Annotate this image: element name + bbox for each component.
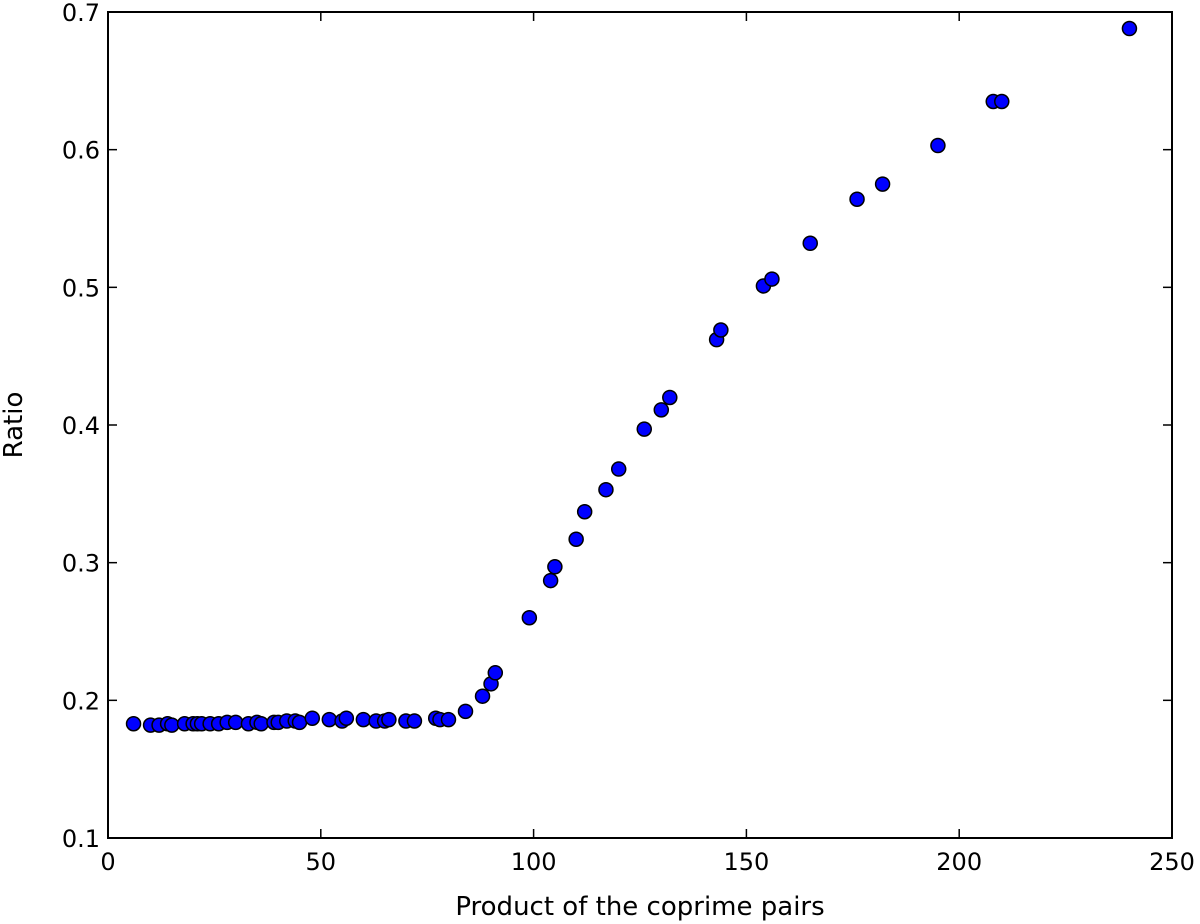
data-points: [125, 20, 1138, 733]
data-point: [994, 93, 1010, 110]
y-tick-label: 0.1: [62, 825, 100, 853]
data-point: [713, 322, 729, 338]
data-point: [355, 711, 372, 728]
data-point: [125, 715, 142, 732]
y-tick-label: 0.6: [62, 137, 100, 165]
axis-ticks: [107, 11, 1173, 839]
y-tick-label: 0.2: [62, 687, 100, 715]
x-tick-label: 0: [100, 848, 115, 876]
data-point: [930, 137, 946, 154]
data-point: [338, 710, 355, 726]
data-point: [474, 688, 491, 704]
y-tick-label: 0.7: [62, 0, 100, 27]
data-point: [164, 717, 180, 733]
data-point: [487, 665, 504, 681]
data-point: [406, 713, 423, 729]
y-tick-label: 0.5: [62, 274, 100, 302]
y-tick-label: 0.4: [62, 412, 100, 440]
data-point: [321, 711, 338, 728]
data-point: [457, 703, 474, 720]
data-point: [576, 503, 593, 520]
data-point: [598, 481, 614, 498]
data-point: [547, 559, 563, 575]
data-point: [636, 421, 653, 437]
data-point: [568, 531, 584, 548]
data-point: [1121, 20, 1138, 37]
data-point: [291, 714, 308, 731]
y-axis-title: Ratio: [0, 392, 29, 459]
x-axis-tick-labels: 0 50 100 150 200 250: [100, 848, 1195, 876]
x-tick-label: 50: [306, 848, 337, 876]
y-axis-tick-labels: 0.1 0.2 0.3 0.4 0.5 0.6 0.7: [62, 0, 100, 853]
x-tick-label: 150: [723, 848, 769, 876]
y-tick-label: 0.3: [62, 550, 100, 578]
data-point: [381, 711, 397, 728]
data-point: [874, 176, 891, 192]
x-tick-label: 250: [1149, 848, 1195, 876]
x-axis-title: Product of the coprime pairs: [455, 892, 824, 922]
x-tick-label: 200: [936, 848, 982, 876]
data-point: [802, 235, 818, 252]
data-point: [764, 271, 780, 287]
data-point: [662, 389, 678, 406]
data-point: [253, 715, 269, 732]
x-tick-label: 100: [511, 848, 557, 876]
data-point: [653, 402, 670, 418]
data-point: [849, 191, 865, 207]
data-point: [521, 609, 538, 626]
data-point: [304, 710, 321, 726]
data-point: [542, 572, 559, 589]
data-point: [227, 714, 244, 731]
data-point: [440, 711, 457, 728]
data-point: [610, 461, 627, 477]
